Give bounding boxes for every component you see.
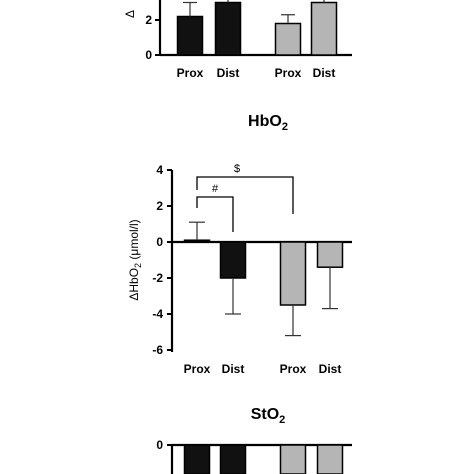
hbo2-ylabel-sub: 2 [133,263,143,268]
hbo2-significance-bracket [196,176,294,214]
sto2-title-sub: 2 [279,414,285,426]
hbo2-y-tick-label: 4 [156,163,163,177]
hbo2-bar [316,241,344,268]
top-bar [310,1,338,56]
sto2-title-main: StO [251,406,279,423]
top-y-tick-label: 0 [145,48,152,62]
top-bar [274,22,302,56]
hbo2-category-label: Dist [222,362,245,376]
top-bar [214,1,242,56]
hbo2-panel-title: HbO2 [248,113,288,133]
hbo2-title-sub: 2 [282,121,288,133]
top-category-label: Prox [275,66,302,80]
hbo2-panel: HbO2 ΔHbO2 (μmol/l) 420-2-4-6 #$ Prox Dis… [127,113,352,376]
hbo2-category-label: Prox [184,362,211,376]
sto2-bar [316,444,344,474]
hbo2-bar [279,241,307,306]
top-category-label: Prox [177,66,204,80]
hbo2-category-label: Dist [319,362,342,376]
hbo2-bar [219,241,247,279]
hbo2-y-tick-label: -2 [152,271,163,285]
hbo2-y-tick-label: 2 [156,199,163,213]
top-category-label: Dist [313,66,336,80]
top-bar [176,15,204,56]
hbo2-y-tick-label: -4 [152,307,163,321]
hbo2-significance-bracket [196,196,234,232]
top-y-tick-label: 2 [145,13,152,27]
hbo2-ylabel-main: ΔHbO [127,268,141,301]
hbo2-category-label: Prox [280,362,307,376]
hbo2-bar [183,239,211,243]
top-panel: Δ 0 2 Prox Dist Prox Dist [123,0,352,80]
hbo2-ylabel-rest: (μmol/l) [127,219,141,263]
sto2-bar [279,444,307,474]
sto2-panel-title: StO2 [251,406,286,426]
sto2-y-tick-label: 0 [156,438,163,452]
hbo2-title-main: HbO [248,113,282,130]
sto2-bar [183,444,211,474]
top-panel-ylabel: Δ [123,10,137,18]
sto2-panel: StO2 0 [156,406,352,474]
hbo2-panel-ylabel: ΔHbO2 (μmol/l) [127,219,143,300]
top-category-label: Dist [217,66,240,80]
hbo2-y-tick-label: 0 [156,235,163,249]
hbo2-significance-symbol: # [212,183,219,195]
hbo2-y-tick-label: -6 [152,343,163,357]
hbo2-significance-symbol: $ [234,163,240,175]
sto2-bar [219,444,247,474]
